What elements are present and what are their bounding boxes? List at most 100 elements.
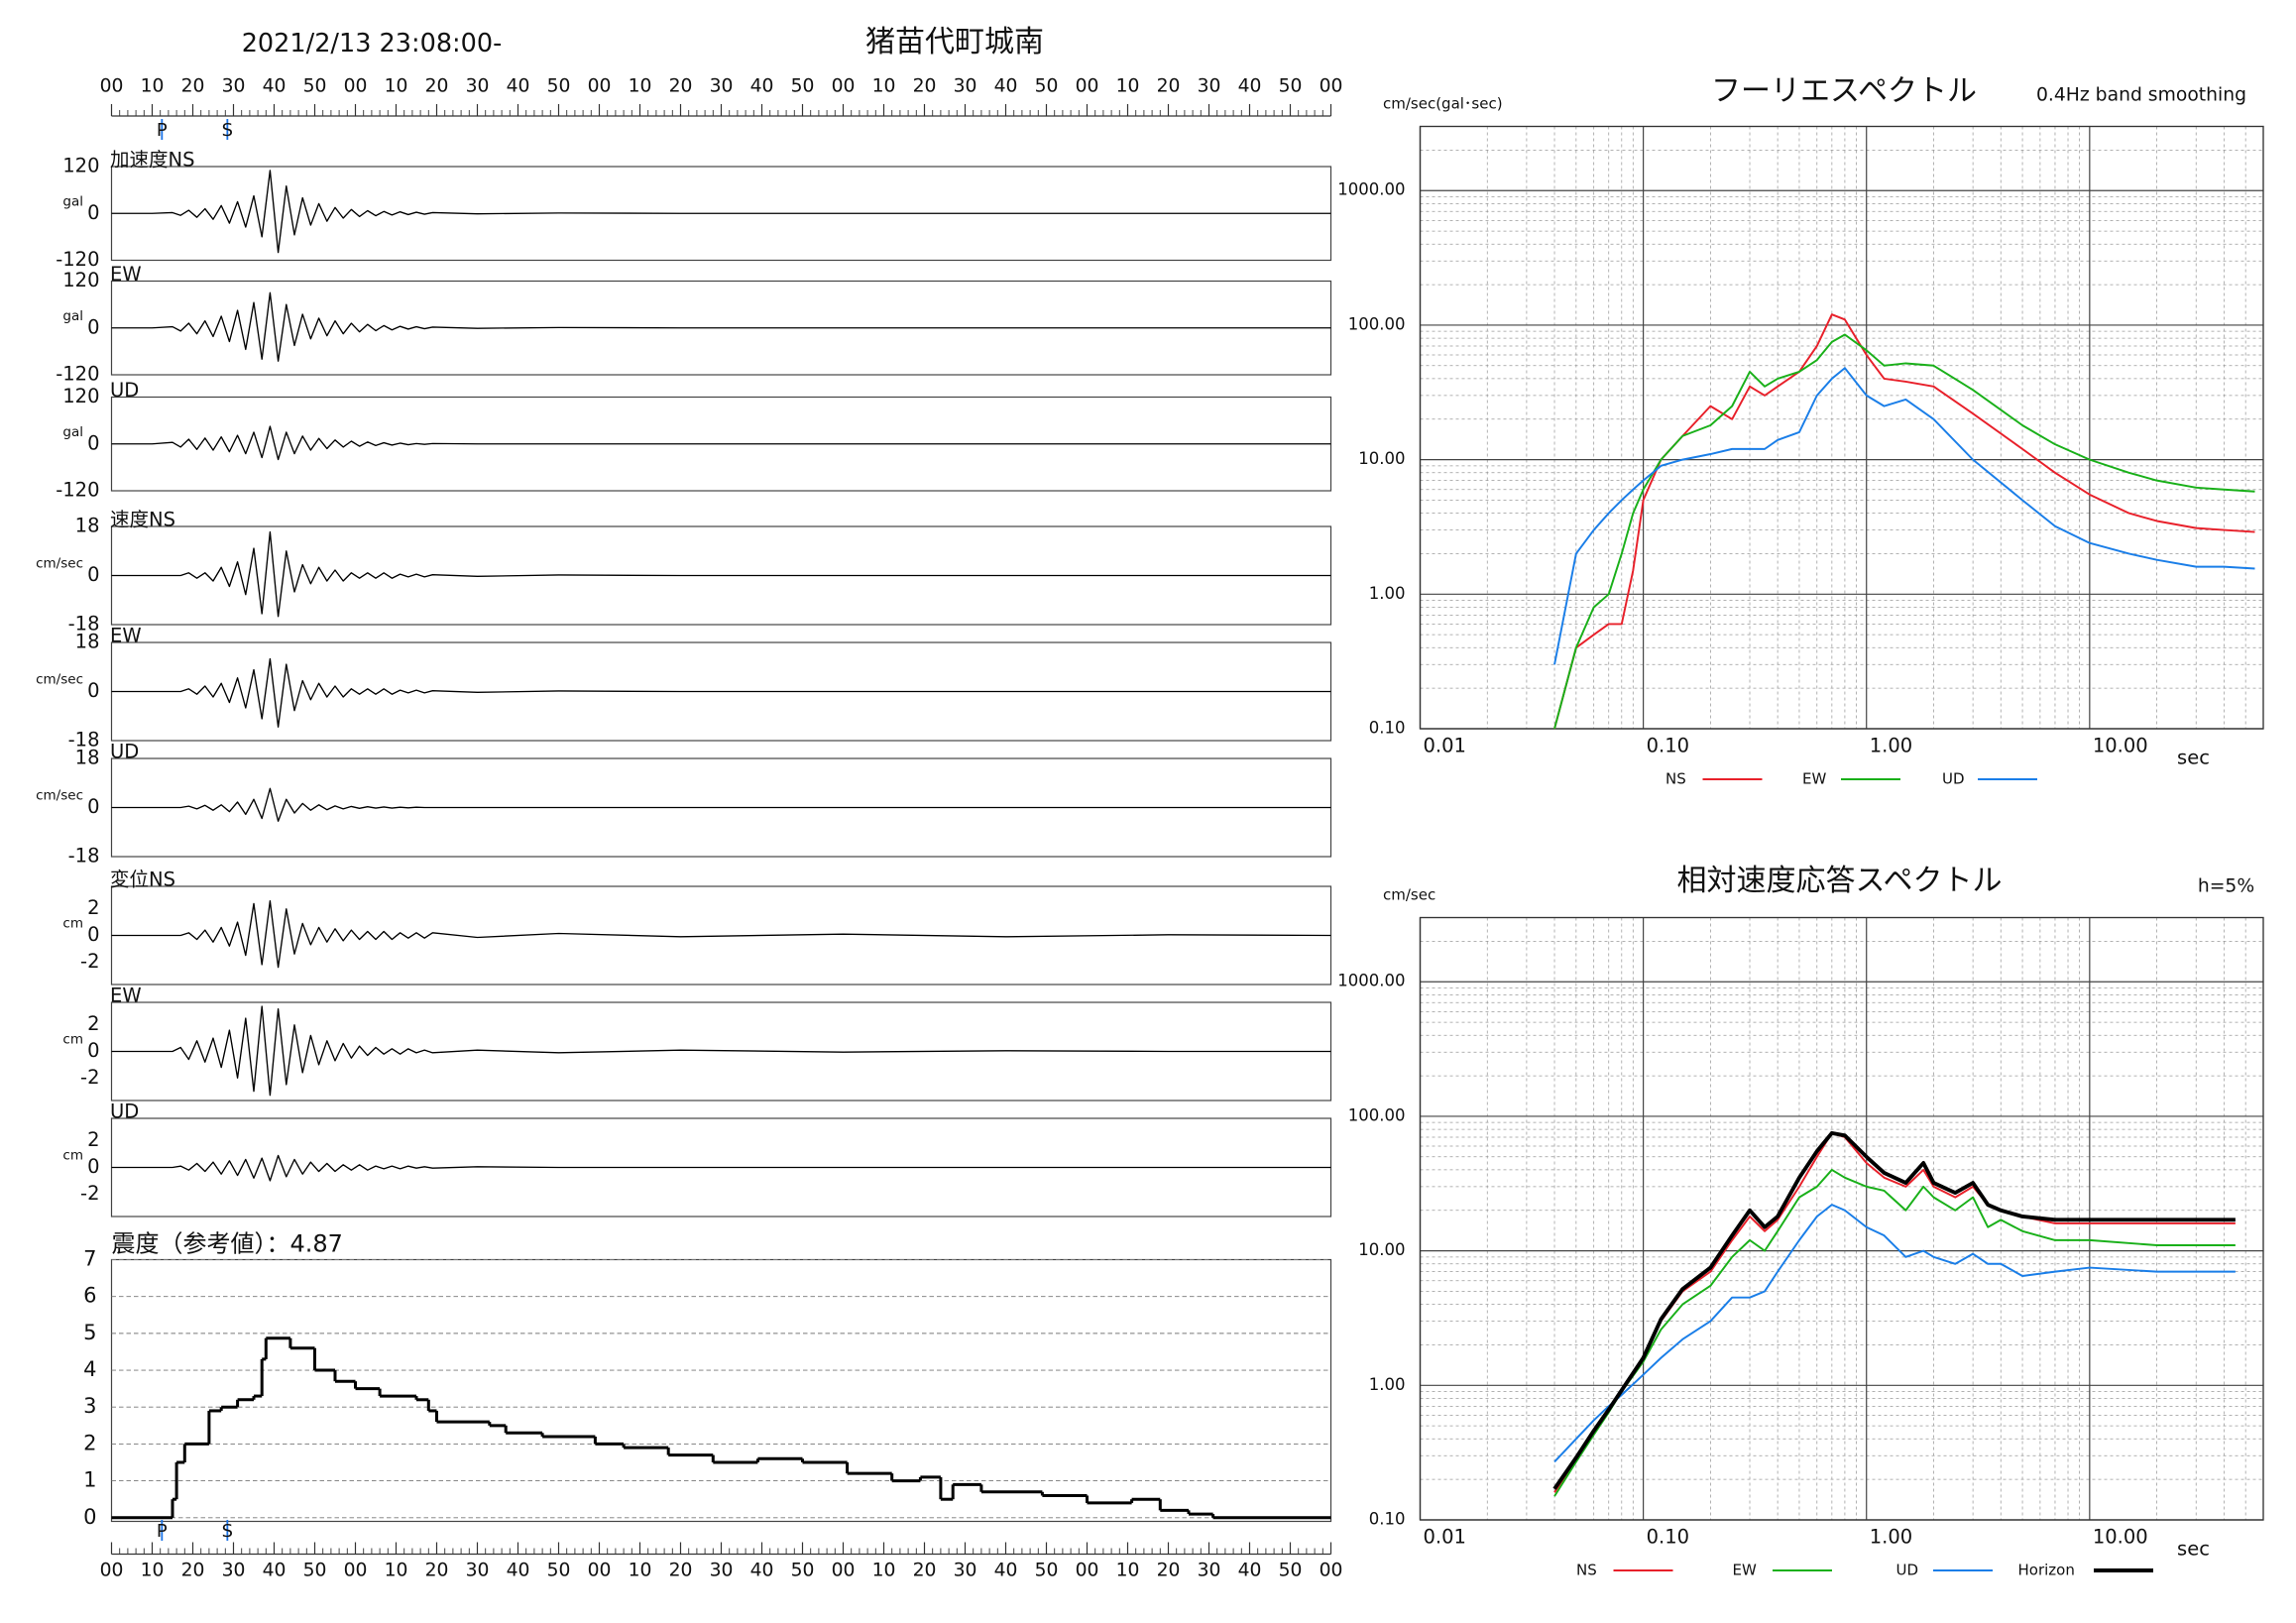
y-tick-label: 0 <box>87 679 99 702</box>
time-tick-label: 30 <box>1198 1561 1221 1581</box>
time-tick-label: 10 <box>629 76 652 97</box>
y-tick-label: -120 <box>56 248 99 271</box>
time-tick-label: 40 <box>1238 76 1262 97</box>
plot-frame <box>1419 125 2264 730</box>
y-axis-label: cm/sec(gal･sec) <box>1383 95 1503 113</box>
legend-label: NS <box>1576 1562 1597 1579</box>
panel-unit: cm/sec <box>36 556 83 572</box>
y-tick-label: 0 <box>87 1155 99 1178</box>
time-tick-label: 20 <box>913 76 937 97</box>
legend-label: UD <box>1896 1562 1919 1579</box>
time-tick-label: 40 <box>263 1561 287 1581</box>
time-tick-label: 40 <box>994 1561 1018 1581</box>
y-tick-label: 0 <box>87 431 99 454</box>
time-tick-label: 00 <box>588 76 612 97</box>
time-tick-label: 10 <box>141 76 165 97</box>
panel-unit: cm/sec <box>36 672 83 688</box>
spectrum-line <box>1552 1130 2236 1490</box>
y-tick-label: -2 <box>80 1066 99 1089</box>
waveform <box>111 657 1331 728</box>
time-tick-label: 30 <box>1198 76 1221 97</box>
time-tick-label: 20 <box>181 1561 205 1581</box>
y-tick-label: 1.00 <box>1369 584 1406 603</box>
y-tick-label: 2 <box>87 896 99 919</box>
x-axis-label: sec <box>2177 1538 2210 1561</box>
panel-label: UD <box>110 379 139 402</box>
time-tick-label: 40 <box>1238 1561 1262 1581</box>
y-tick-label: 0.10 <box>1369 1510 1406 1529</box>
y-tick-label: -2 <box>80 1182 99 1205</box>
y-tick-label: 100.00 <box>1348 314 1406 333</box>
time-tick-label: 40 <box>750 1561 774 1581</box>
time-tick-label: 00 <box>1320 76 1343 97</box>
x-tick-label: 0.01 <box>1424 735 1466 757</box>
legend-label: EW <box>1802 770 1826 788</box>
y-tick-label: 120 <box>62 155 99 177</box>
y-tick-label: 1.00 <box>1369 1375 1406 1394</box>
y-tick-label: 1000.00 <box>1337 972 1405 990</box>
y-tick-label: 18 <box>75 515 100 537</box>
time-tick-label: 20 <box>181 76 205 97</box>
panel-unit: cm <box>62 1032 83 1048</box>
x-axis-label: sec <box>2177 747 2210 769</box>
time-tick-label: 00 <box>344 1561 368 1581</box>
waveform <box>111 425 1331 461</box>
panel-label: EW <box>110 985 142 1007</box>
panel-label: EW <box>110 263 142 286</box>
phase-label: S <box>222 120 233 141</box>
time-tick-label: 30 <box>222 1561 246 1581</box>
y-tick-label: 4 <box>83 1357 96 1381</box>
y-tick-label: 0 <box>87 201 99 224</box>
y-tick-label: -18 <box>68 729 100 752</box>
time-tick-label: 00 <box>832 1561 856 1581</box>
y-tick-label: 0 <box>87 563 99 586</box>
spectrum-subtitle: 0.4Hz band smoothing <box>2036 85 2246 106</box>
time-tick-label: 50 <box>547 1561 571 1581</box>
time-tick-label: 10 <box>1116 1561 1140 1581</box>
time-tick-label: 50 <box>1035 1561 1059 1581</box>
time-tick-label: 10 <box>872 76 896 97</box>
legend-label: EW <box>1733 1562 1757 1579</box>
time-tick-label: 50 <box>791 76 815 97</box>
time-tick-label: 30 <box>466 76 490 97</box>
panel-label: 速度NS <box>110 509 175 531</box>
waveform <box>111 530 1331 618</box>
time-tick-label: 10 <box>1116 76 1140 97</box>
time-tick-label: 00 <box>832 76 856 97</box>
panel-unit: cm <box>62 916 83 932</box>
time-tick-label: 00 <box>1076 1561 1099 1581</box>
time-tick-label: 30 <box>466 1561 490 1581</box>
y-tick-label: -120 <box>56 363 99 386</box>
y-tick-label: -120 <box>56 479 99 502</box>
y-axis-label: cm/sec <box>1383 886 1435 904</box>
time-tick-label: 40 <box>507 1561 530 1581</box>
time-tick-label: 10 <box>141 1561 165 1581</box>
time-tick-label: 20 <box>1157 1561 1181 1581</box>
waveform <box>111 787 1331 822</box>
time-tick-label: 50 <box>791 1561 815 1581</box>
panel-unit: gal <box>62 308 83 324</box>
x-tick-label: 0.10 <box>1647 735 1689 757</box>
time-tick-label: 20 <box>669 1561 693 1581</box>
phase-label: P <box>157 120 168 141</box>
panel-label: UD <box>110 741 139 763</box>
y-tick-label: 0 <box>87 1039 99 1062</box>
waveform <box>111 170 1331 254</box>
y-tick-label: 6 <box>83 1284 96 1308</box>
panel-unit: gal <box>62 424 83 440</box>
spectrum-line <box>1553 1168 2236 1497</box>
y-tick-label: 1 <box>83 1468 96 1492</box>
y-tick-label: 100.00 <box>1348 1105 1406 1124</box>
time-tick-label: 00 <box>100 1561 124 1581</box>
legend-label: UD <box>1942 770 1965 788</box>
time-tick-label: 10 <box>629 1561 652 1581</box>
station-name: 猪苗代町城南 <box>865 25 1044 59</box>
panel-unit: cm <box>62 1148 83 1164</box>
record-datetime: 2021/2/13 23:08:00- <box>242 29 503 58</box>
panel-unit: gal <box>62 193 83 209</box>
intensity-title: 震度（参考値）：4.87 <box>112 1230 343 1258</box>
spectrum-title: 相対速度応答スペクトル <box>1677 864 2003 898</box>
y-tick-label: 3 <box>83 1394 96 1418</box>
